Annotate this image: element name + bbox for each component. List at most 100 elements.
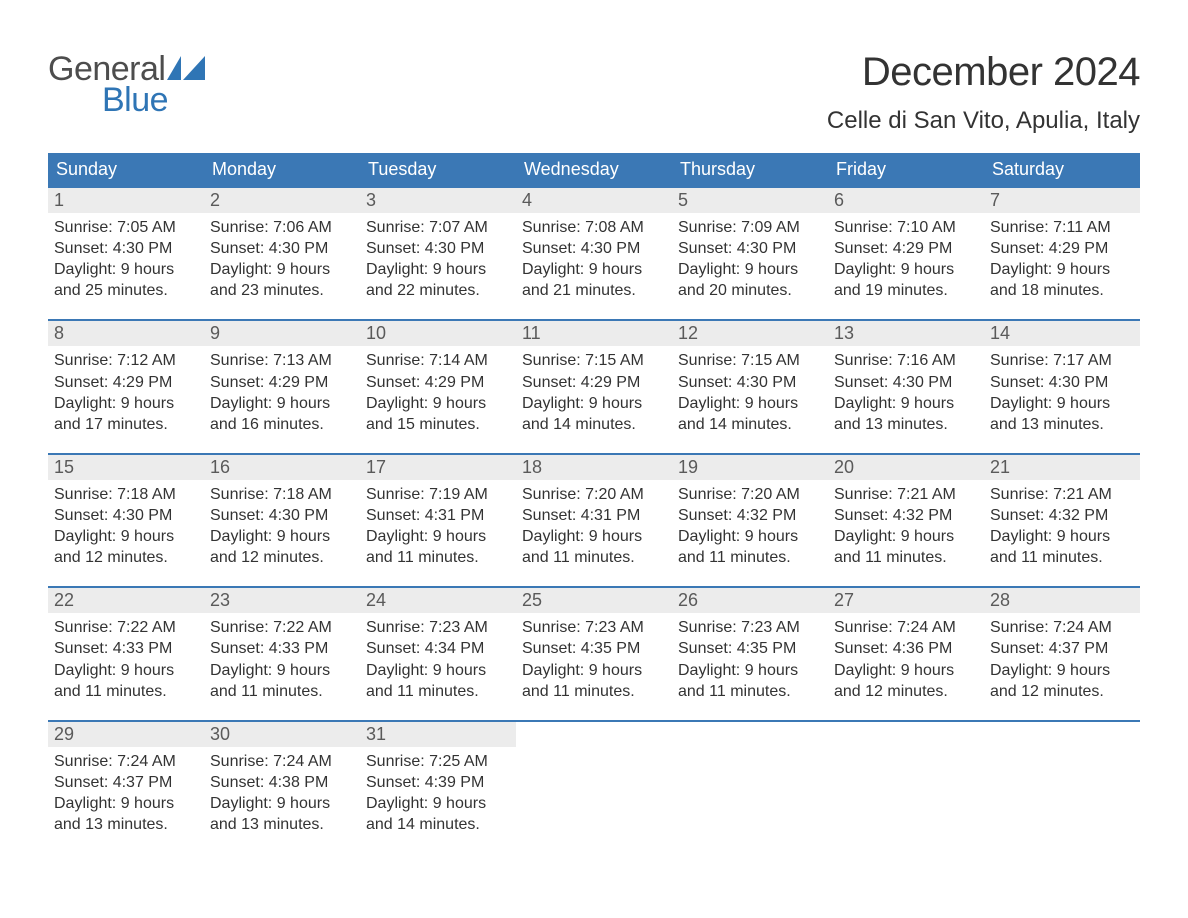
day-sunset: Sunset: 4:30 PM	[834, 372, 978, 393]
day-number-row: 21	[984, 455, 1140, 480]
day-sunset: Sunset: 4:30 PM	[522, 238, 666, 259]
day-body: Sunrise: 7:20 AMSunset: 4:31 PMDaylight:…	[516, 480, 672, 568]
day-cell: 29Sunrise: 7:24 AMSunset: 4:37 PMDayligh…	[48, 722, 204, 835]
day-cell: 19Sunrise: 7:20 AMSunset: 4:32 PMDayligh…	[672, 455, 828, 568]
day-body: Sunrise: 7:16 AMSunset: 4:30 PMDaylight:…	[828, 346, 984, 434]
day-body: Sunrise: 7:18 AMSunset: 4:30 PMDaylight:…	[48, 480, 204, 568]
day-sunrise: Sunrise: 7:07 AM	[366, 217, 510, 238]
day-sunset: Sunset: 4:31 PM	[522, 505, 666, 526]
month-title: December 2024	[827, 50, 1140, 95]
day-cell: 20Sunrise: 7:21 AMSunset: 4:32 PMDayligh…	[828, 455, 984, 568]
day-sunset: Sunset: 4:29 PM	[834, 238, 978, 259]
day-body: Sunrise: 7:07 AMSunset: 4:30 PMDaylight:…	[360, 213, 516, 301]
day-d1: Daylight: 9 hours	[522, 393, 666, 414]
day-d2: and 25 minutes.	[54, 280, 198, 301]
day-sunset: Sunset: 4:33 PM	[210, 638, 354, 659]
day-number: 13	[834, 323, 854, 343]
day-d2: and 12 minutes.	[210, 547, 354, 568]
location-text: Celle di San Vito, Apulia, Italy	[827, 107, 1140, 135]
day-sunset: Sunset: 4:29 PM	[990, 238, 1134, 259]
day-body: Sunrise: 7:21 AMSunset: 4:32 PMDaylight:…	[984, 480, 1140, 568]
day-number: 6	[834, 190, 844, 210]
week-row: 15Sunrise: 7:18 AMSunset: 4:30 PMDayligh…	[48, 453, 1140, 568]
day-number-row: 17	[360, 455, 516, 480]
day-number-row: 2	[204, 188, 360, 213]
day-d1: Daylight: 9 hours	[366, 660, 510, 681]
week-row: 1Sunrise: 7:05 AMSunset: 4:30 PMDaylight…	[48, 186, 1140, 301]
day-d1: Daylight: 9 hours	[54, 259, 198, 280]
day-number: 26	[678, 590, 698, 610]
day-sunset: Sunset: 4:31 PM	[366, 505, 510, 526]
day-sunset: Sunset: 4:30 PM	[366, 238, 510, 259]
day-d2: and 15 minutes.	[366, 414, 510, 435]
day-d2: and 11 minutes.	[522, 547, 666, 568]
day-cell: 6 Sunrise: 7:10 AMSunset: 4:29 PMDaylight…	[828, 188, 984, 301]
day-d1: Daylight: 9 hours	[990, 393, 1134, 414]
dow-thursday: Thursday	[672, 153, 828, 186]
day-sunrise: Sunrise: 7:18 AM	[54, 484, 198, 505]
day-number-row: 29	[48, 722, 204, 747]
day-number: 4	[522, 190, 532, 210]
day-cell: 21Sunrise: 7:21 AMSunset: 4:32 PMDayligh…	[984, 455, 1140, 568]
day-number: 22	[54, 590, 74, 610]
dow-wednesday: Wednesday	[516, 153, 672, 186]
day-d2: and 14 minutes.	[366, 814, 510, 835]
day-cell: 17Sunrise: 7:19 AMSunset: 4:31 PMDayligh…	[360, 455, 516, 568]
day-number-row: 5	[672, 188, 828, 213]
day-cell: 5 Sunrise: 7:09 AMSunset: 4:30 PMDaylight…	[672, 188, 828, 301]
day-number-row: 16	[204, 455, 360, 480]
day-body: Sunrise: 7:23 AMSunset: 4:35 PMDaylight:…	[672, 613, 828, 701]
day-number-row	[516, 722, 672, 726]
day-number-row	[672, 722, 828, 726]
day-sunrise: Sunrise: 7:06 AM	[210, 217, 354, 238]
day-d1: Daylight: 9 hours	[678, 526, 822, 547]
day-d1: Daylight: 9 hours	[834, 259, 978, 280]
day-d2: and 12 minutes.	[54, 547, 198, 568]
day-d1: Daylight: 9 hours	[210, 259, 354, 280]
day-number-row: 25	[516, 588, 672, 613]
day-cell	[828, 722, 984, 835]
day-body: Sunrise: 7:08 AMSunset: 4:30 PMDaylight:…	[516, 213, 672, 301]
day-sunrise: Sunrise: 7:10 AM	[834, 217, 978, 238]
title-block: December 2024 Celle di San Vito, Apulia,…	[827, 50, 1140, 135]
day-d2: and 11 minutes.	[210, 681, 354, 702]
day-body: Sunrise: 7:13 AMSunset: 4:29 PMDaylight:…	[204, 346, 360, 434]
day-cell: 7Sunrise: 7:11 AMSunset: 4:29 PMDaylight…	[984, 188, 1140, 301]
day-body: Sunrise: 7:09 AMSunset: 4:30 PMDaylight:…	[672, 213, 828, 301]
dow-saturday: Saturday	[984, 153, 1140, 186]
day-sunset: Sunset: 4:32 PM	[990, 505, 1134, 526]
day-number-row: 28	[984, 588, 1140, 613]
day-sunrise: Sunrise: 7:23 AM	[366, 617, 510, 638]
day-sunset: Sunset: 4:37 PM	[54, 772, 198, 793]
day-d2: and 11 minutes.	[678, 681, 822, 702]
day-number-row: 15	[48, 455, 204, 480]
day-d1: Daylight: 9 hours	[210, 526, 354, 547]
day-d2: and 12 minutes.	[834, 681, 978, 702]
dow-sunday: Sunday	[48, 153, 204, 186]
day-sunset: Sunset: 4:38 PM	[210, 772, 354, 793]
day-d1: Daylight: 9 hours	[210, 660, 354, 681]
day-d1: Daylight: 9 hours	[366, 393, 510, 414]
day-sunset: Sunset: 4:30 PM	[54, 238, 198, 259]
day-d1: Daylight: 9 hours	[678, 660, 822, 681]
day-cell: 23Sunrise: 7:22 AMSunset: 4:33 PMDayligh…	[204, 588, 360, 701]
day-cell: 26 Sunrise: 7:23 AMSunset: 4:35 PMDayligh…	[672, 588, 828, 701]
day-number-row: 24	[360, 588, 516, 613]
day-number: 5	[678, 190, 688, 210]
day-cell: 14Sunrise: 7:17 AMSunset: 4:30 PMDayligh…	[984, 321, 1140, 434]
day-body: Sunrise: 7:15 AMSunset: 4:29 PMDaylight:…	[516, 346, 672, 434]
day-d1: Daylight: 9 hours	[366, 526, 510, 547]
day-d1: Daylight: 9 hours	[834, 393, 978, 414]
weeks-container: 1Sunrise: 7:05 AMSunset: 4:30 PMDaylight…	[48, 186, 1140, 835]
day-body: Sunrise: 7:21 AMSunset: 4:32 PMDaylight:…	[828, 480, 984, 568]
day-sunset: Sunset: 4:29 PM	[522, 372, 666, 393]
day-number: 19	[678, 457, 698, 477]
day-number-row: 9	[204, 321, 360, 346]
day-d2: and 14 minutes.	[522, 414, 666, 435]
day-d2: and 11 minutes.	[834, 547, 978, 568]
day-number-row: 31	[360, 722, 516, 747]
day-sunset: Sunset: 4:30 PM	[678, 238, 822, 259]
day-d2: and 19 minutes.	[834, 280, 978, 301]
day-d1: Daylight: 9 hours	[210, 393, 354, 414]
day-sunrise: Sunrise: 7:23 AM	[522, 617, 666, 638]
